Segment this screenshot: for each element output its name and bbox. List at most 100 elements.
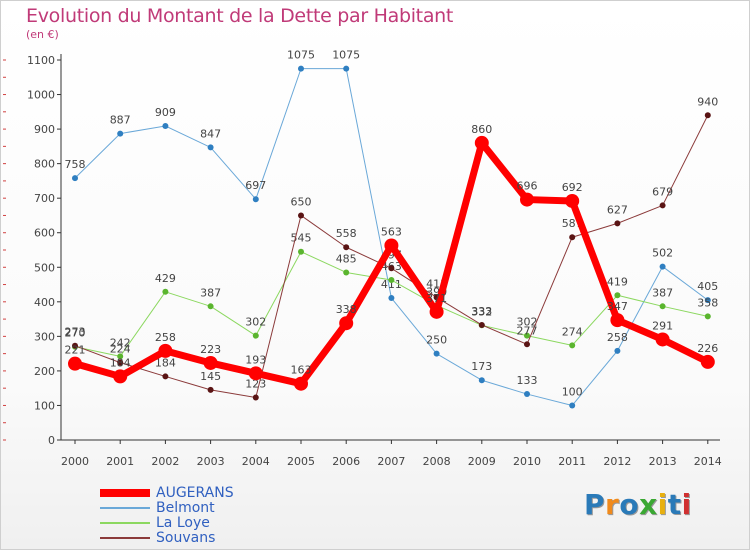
x-tick-label: 2004 bbox=[242, 455, 270, 468]
data-point bbox=[655, 332, 670, 347]
data-point bbox=[429, 304, 444, 319]
data-point bbox=[339, 316, 354, 331]
legend-swatch bbox=[100, 522, 150, 524]
data-label: 696 bbox=[517, 180, 538, 193]
data-point bbox=[524, 391, 530, 398]
data-label: 847 bbox=[200, 127, 221, 140]
data-point bbox=[343, 65, 350, 72]
y-tick-label: 400 bbox=[34, 296, 55, 309]
chart-title: Evolution du Montant de la Dette par Hab… bbox=[26, 5, 454, 27]
data-point bbox=[113, 369, 128, 384]
data-point bbox=[659, 263, 666, 270]
data-label: 758 bbox=[65, 158, 86, 171]
data-label: 1075 bbox=[332, 49, 360, 62]
legend-label: La Loye bbox=[156, 515, 210, 531]
y-tick-label: 900 bbox=[34, 123, 55, 136]
data-label: 411 bbox=[381, 278, 402, 291]
data-label: 679 bbox=[652, 185, 673, 198]
data-point bbox=[343, 269, 350, 276]
legend-item: AUGERANS bbox=[100, 485, 234, 501]
data-point bbox=[700, 354, 715, 369]
y-tick-label: 1100 bbox=[27, 54, 55, 67]
x-tick-label: 2010 bbox=[513, 455, 541, 468]
data-label: 697 bbox=[245, 179, 266, 192]
logo-letter: t bbox=[667, 488, 682, 521]
data-point bbox=[72, 175, 78, 182]
x-tick-label: 2005 bbox=[287, 455, 315, 468]
data-point bbox=[162, 288, 169, 295]
data-label: 302 bbox=[245, 316, 266, 329]
data-label: 291 bbox=[652, 319, 673, 332]
x-tick-label: 2003 bbox=[197, 455, 225, 468]
data-point bbox=[388, 277, 395, 284]
data-point bbox=[478, 321, 485, 328]
data-label: 887 bbox=[110, 114, 131, 127]
x-tick-label: 2009 bbox=[468, 455, 496, 468]
data-point bbox=[704, 313, 711, 320]
data-label: 184 bbox=[155, 356, 176, 369]
data-point bbox=[433, 350, 440, 357]
data-point bbox=[384, 238, 399, 253]
data-point bbox=[520, 192, 534, 207]
data-label: 223 bbox=[200, 343, 221, 356]
y-tick-label: 0 bbox=[48, 434, 55, 447]
data-point bbox=[117, 359, 124, 366]
data-point bbox=[207, 386, 214, 393]
x-tick-label: 2008 bbox=[423, 455, 451, 468]
data-point bbox=[565, 193, 580, 208]
data-label: 558 bbox=[336, 227, 357, 240]
data-label: 332 bbox=[471, 305, 492, 318]
data-point bbox=[524, 341, 530, 348]
data-label: 274 bbox=[562, 325, 583, 338]
legend-item: La Loye bbox=[100, 515, 210, 531]
data-label: 242 bbox=[110, 336, 131, 349]
legend-item: Belmont bbox=[100, 500, 215, 516]
data-label: 333 bbox=[471, 305, 492, 318]
x-tick-label: 2012 bbox=[603, 455, 631, 468]
y-tick-label: 500 bbox=[34, 261, 55, 274]
data-label: 485 bbox=[336, 252, 357, 265]
legend-swatch bbox=[100, 489, 150, 497]
y-tick-label: 100 bbox=[34, 399, 55, 412]
legend-item: Souvans bbox=[100, 530, 216, 546]
y-tick-label: 600 bbox=[34, 227, 55, 240]
data-point bbox=[614, 220, 621, 227]
data-point bbox=[569, 402, 576, 409]
data-point bbox=[298, 65, 304, 72]
data-label: 371 bbox=[426, 292, 447, 305]
data-label: 250 bbox=[426, 334, 447, 347]
data-point bbox=[610, 313, 625, 328]
data-point bbox=[614, 347, 621, 354]
data-point bbox=[524, 332, 530, 339]
data-label: 302 bbox=[517, 316, 538, 329]
y-tick-label: 700 bbox=[34, 192, 55, 205]
data-point bbox=[298, 212, 304, 219]
data-label: 860 bbox=[471, 123, 492, 136]
logo-letter: i bbox=[681, 488, 692, 521]
legend-label: Souvans bbox=[156, 530, 216, 546]
data-label: 650 bbox=[291, 195, 312, 208]
data-label: 133 bbox=[517, 374, 538, 387]
data-point bbox=[704, 112, 711, 119]
data-point bbox=[158, 343, 173, 358]
data-label: 405 bbox=[697, 280, 718, 293]
data-point bbox=[248, 366, 263, 381]
data-label: 258 bbox=[607, 331, 628, 344]
y-tick-label: 300 bbox=[34, 330, 55, 343]
data-point bbox=[203, 355, 218, 370]
data-point bbox=[569, 342, 576, 349]
proxiti-logo: Proxiti bbox=[584, 488, 692, 521]
data-point bbox=[614, 292, 621, 299]
data-point bbox=[162, 122, 169, 129]
data-label: 387 bbox=[200, 286, 221, 299]
data-label: 358 bbox=[697, 296, 718, 309]
x-tick-label: 2007 bbox=[377, 455, 405, 468]
data-label: 692 bbox=[562, 181, 583, 194]
data-label: 545 bbox=[291, 232, 312, 245]
x-tick-label: 2013 bbox=[649, 455, 677, 468]
data-point bbox=[252, 332, 259, 339]
logo-letter: x bbox=[639, 488, 658, 521]
logo-letter: i bbox=[657, 488, 668, 521]
data-label: 173 bbox=[471, 360, 492, 373]
